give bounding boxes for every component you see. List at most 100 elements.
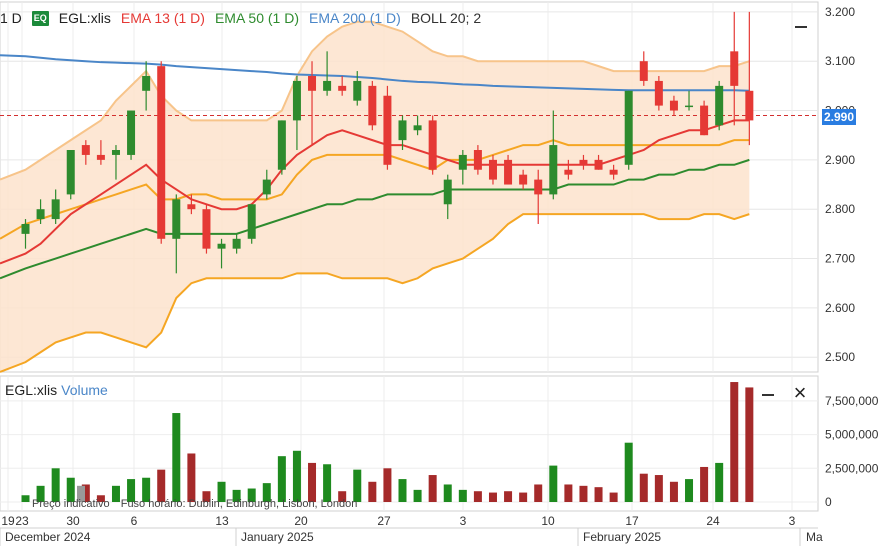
- volume-bar: [127, 479, 136, 502]
- candle: [21, 219, 30, 249]
- candle: [127, 110, 136, 160]
- candle-body: [232, 238, 241, 249]
- candle: [473, 145, 482, 175]
- bollinger-band: [0, 21, 750, 372]
- volume-pane-frame: [0, 375, 819, 512]
- candle-body: [368, 85, 377, 126]
- candle-body: [111, 150, 120, 155]
- candle: [36, 199, 45, 224]
- symbol-label[interactable]: EGL:xlis: [58, 10, 111, 26]
- candle-body: [730, 51, 739, 86]
- candle-body: [669, 100, 678, 111]
- interval-label[interactable]: 1 D: [0, 10, 22, 26]
- candle: [639, 51, 648, 86]
- candle-body: [142, 76, 151, 91]
- candle-body: [81, 145, 90, 155]
- candle: [519, 169, 528, 190]
- candles: [21, 11, 754, 274]
- candle-body: [338, 85, 347, 91]
- candle: [96, 140, 105, 165]
- volume-bar: [654, 475, 663, 502]
- volume-bar: [428, 475, 437, 502]
- volume-name-label[interactable]: Volume: [61, 382, 108, 398]
- volume-bar: [21, 495, 30, 502]
- candle-body: [488, 159, 497, 180]
- candle-body: [187, 204, 196, 210]
- volume-bar: [217, 481, 226, 502]
- candle: [142, 61, 151, 111]
- volume-bar: [594, 487, 603, 502]
- candle: [111, 145, 120, 180]
- candle-body: [172, 199, 181, 239]
- volume-bar: [368, 481, 377, 502]
- bollinger-fill: [0, 21, 750, 372]
- volume-minimize-icon[interactable]: [760, 383, 776, 397]
- boll-legend[interactable]: BOLL 20; 2: [410, 10, 482, 26]
- candle-body: [700, 105, 709, 136]
- volume-bar: [111, 485, 120, 502]
- candle: [730, 11, 739, 126]
- candle: [579, 154, 588, 170]
- candle-body: [247, 204, 256, 239]
- volume-bar: [36, 485, 45, 502]
- candle-body: [519, 174, 528, 185]
- candle: [609, 164, 618, 180]
- timezone-note: Fuso horário: Dublin, Edinburgh, Lisbon,…: [120, 498, 358, 510]
- volume-bar: [247, 488, 256, 502]
- candle: [202, 204, 211, 254]
- candle-body: [157, 66, 166, 239]
- candle: [654, 76, 663, 111]
- candle: [700, 100, 709, 136]
- volume-bar: [353, 469, 362, 502]
- candle: [353, 71, 362, 106]
- price-tick-label: 3.200: [825, 5, 855, 19]
- volume-bar: [458, 489, 467, 502]
- price-tick-label: 2.800: [825, 202, 855, 216]
- candle: [368, 80, 377, 131]
- candle-body: [21, 224, 30, 234]
- time-tick-label: 24: [706, 514, 720, 528]
- candle: [594, 154, 603, 170]
- candle-body: [398, 120, 407, 141]
- candle: [66, 150, 75, 200]
- candle-body: [685, 105, 694, 108]
- candle: [669, 95, 678, 116]
- volume-tick-label: 0: [825, 495, 832, 509]
- ema200-line: [0, 54, 750, 92]
- candle: [262, 169, 271, 200]
- candle: [292, 76, 301, 150]
- minimize-icon[interactable]: [793, 14, 809, 28]
- volume-legend: EGL:xlis Volume: [5, 382, 108, 398]
- candle-body: [428, 120, 437, 170]
- candle: [217, 238, 226, 269]
- candle: [564, 159, 573, 180]
- volume-bar: [66, 477, 75, 502]
- candle: [157, 61, 166, 244]
- candle-body: [323, 80, 332, 91]
- month-label: February 2025: [583, 530, 661, 544]
- candle-body: [609, 169, 618, 175]
- candle-body: [549, 145, 558, 195]
- bollinger-lower-line: [0, 213, 750, 373]
- candle: [187, 194, 196, 215]
- ema50-legend[interactable]: EMA 50 (1 D): [214, 10, 299, 26]
- candle-body: [383, 95, 392, 165]
- volume-bar: [488, 492, 497, 502]
- volume-bar: [639, 473, 648, 502]
- close-icon[interactable]: ×: [793, 380, 807, 405]
- candle: [81, 140, 90, 165]
- chart-legend: 1 D EQ EGL:xlis EMA 13 (1 D) EMA 50 (1 D…: [0, 8, 491, 28]
- ema200-legend[interactable]: EMA 200 (1 D): [308, 10, 401, 26]
- volume-bar: [338, 491, 347, 502]
- volume-symbol-label: EGL:xlis: [5, 382, 58, 398]
- volume-bar: [534, 484, 543, 502]
- ema13-legend[interactable]: EMA 13 (1 D): [120, 10, 205, 26]
- volume-bar: [549, 465, 558, 502]
- candle-body: [639, 61, 648, 81]
- volume-bar: [715, 462, 724, 502]
- candle: [277, 120, 286, 175]
- volume-bar: [413, 489, 422, 502]
- candle: [458, 150, 467, 185]
- volume-bar: [96, 495, 105, 502]
